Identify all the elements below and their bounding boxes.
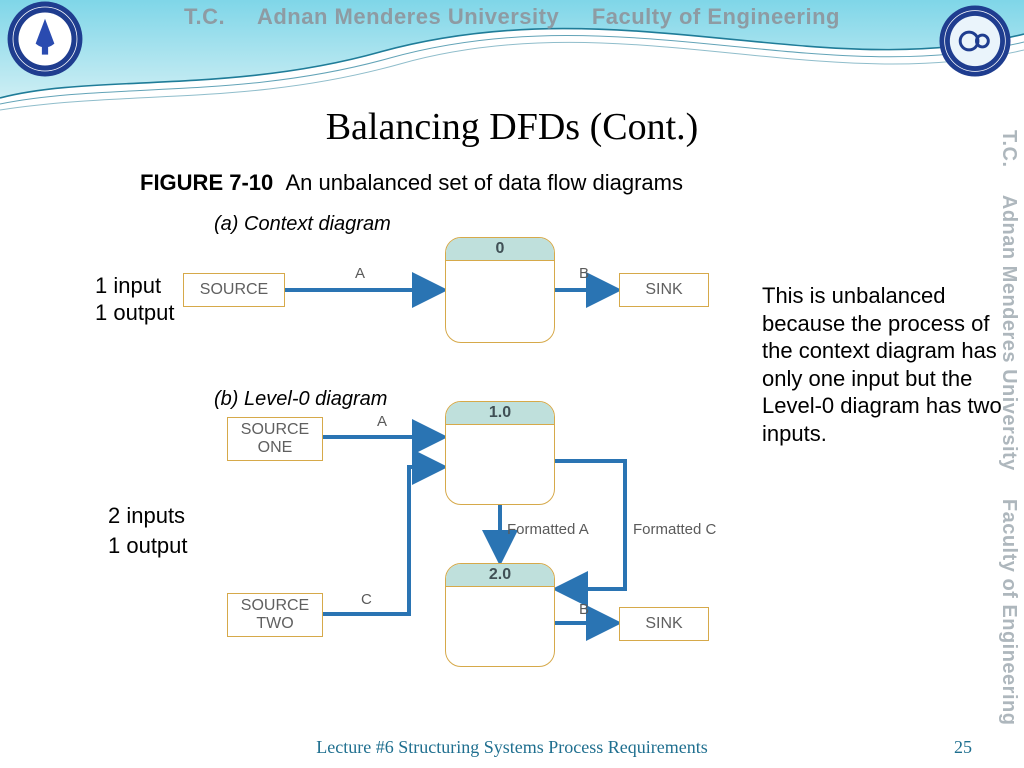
footer-lecture: Lecture #6 Structuring Systems Process R… <box>0 737 1024 758</box>
slide-title: Balancing DFDs (Cont.) <box>0 105 1024 149</box>
context-flow-b: B <box>579 265 589 282</box>
context-sink-entity: SINK <box>619 273 709 307</box>
l0-sink: SINK <box>619 607 709 641</box>
l0-flow-formatted-a: Formatted A <box>507 521 589 538</box>
l0-flow-b: B <box>579 601 589 618</box>
explanation-text: This is unbalanced because the process o… <box>762 282 1012 447</box>
university-logo-left <box>6 0 84 78</box>
context-flow-a: A <box>355 265 365 282</box>
l0-flow-formatted-c: Formatted C <box>633 521 716 538</box>
context-input-count: 1 input <box>95 273 161 299</box>
context-process-id: 0 <box>446 238 554 261</box>
header-tc: T.C. <box>184 4 225 29</box>
footer-page-number: 25 <box>954 737 972 758</box>
l0-process-2-id: 2.0 <box>446 564 554 587</box>
l0-source-two: SOURCE TWO <box>227 593 323 637</box>
l0-flow-c: C <box>361 591 372 608</box>
l0-source-one: SOURCE ONE <box>227 417 323 461</box>
figure-caption: FIGURE 7-10 An unbalanced set of data fl… <box>140 170 683 196</box>
faculty-logo-right <box>938 4 1016 82</box>
header-uni: Adnan Menderes University <box>257 4 559 29</box>
dfd-figure: SOURCE 0 SINK A B SOURCE ONE SOURCE TWO … <box>155 205 735 695</box>
context-process: 0 <box>445 237 555 343</box>
header-fac: Faculty of Engineering <box>592 4 840 29</box>
l0-process-1: 1.0 <box>445 401 555 505</box>
header-text: T.C. Adnan Menderes University Faculty o… <box>0 4 1024 30</box>
figure-label: FIGURE 7-10 <box>140 170 273 195</box>
slide: T.C. Adnan Menderes University Faculty o… <box>0 0 1024 768</box>
context-source-entity: SOURCE <box>183 273 285 307</box>
figure-caption-text: An unbalanced set of data flow diagrams <box>286 170 683 195</box>
l0-process-2: 2.0 <box>445 563 555 667</box>
l0-flow-a: A <box>377 413 387 430</box>
watermark-fac: Faculty of Engineering <box>998 499 1020 726</box>
l0-process-1-id: 1.0 <box>446 402 554 425</box>
